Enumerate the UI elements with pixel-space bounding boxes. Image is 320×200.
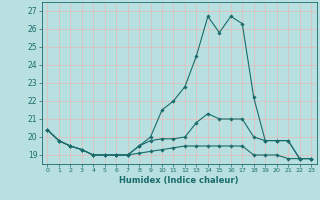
X-axis label: Humidex (Indice chaleur): Humidex (Indice chaleur) (119, 176, 239, 185)
